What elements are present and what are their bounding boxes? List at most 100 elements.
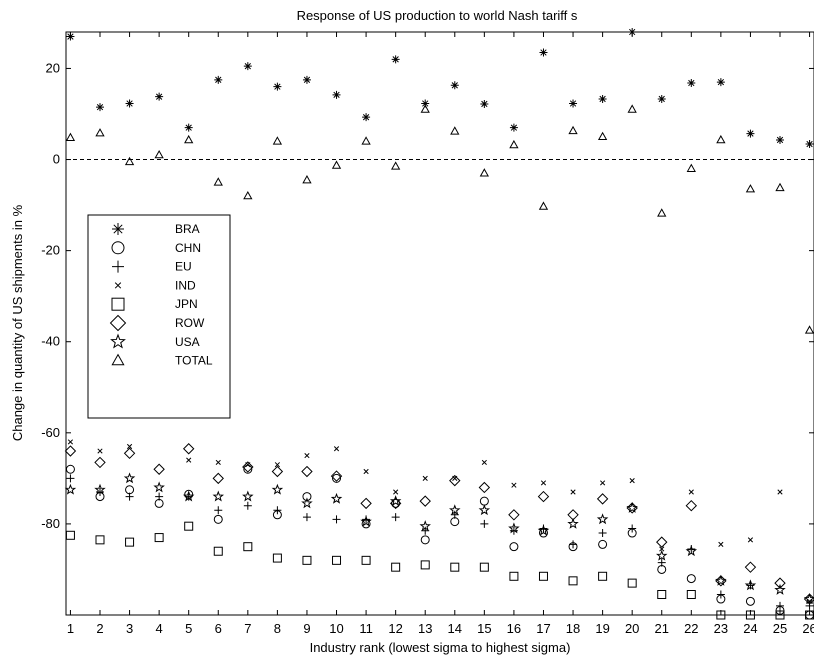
point-chn	[420, 535, 430, 545]
point-jpn	[302, 555, 312, 565]
point-usa	[389, 495, 402, 507]
point-chn	[65, 464, 75, 474]
point-row	[537, 490, 550, 503]
x-tick-label: 9	[303, 621, 310, 636]
point-ind	[747, 537, 754, 543]
point-bra	[273, 82, 282, 91]
point-jpn	[657, 590, 667, 600]
point-ind	[422, 475, 428, 481]
point-ind	[511, 482, 517, 488]
legend-label: CHN	[175, 241, 201, 255]
point-ind	[659, 546, 665, 552]
point-bra	[66, 32, 75, 41]
point-ind	[215, 459, 221, 466]
legend-item-ind: IND	[114, 278, 196, 292]
point-bra	[96, 103, 104, 112]
point-row	[685, 499, 698, 512]
point-row	[330, 470, 343, 482]
point-eu	[125, 492, 134, 501]
point-chn	[450, 517, 460, 527]
point-bra	[598, 94, 607, 103]
point-total	[804, 325, 814, 334]
point-total	[538, 201, 549, 210]
y-tick-label: -20	[41, 243, 60, 258]
point-jpn	[184, 521, 194, 531]
point-row	[389, 497, 402, 510]
point-chn	[332, 473, 342, 483]
point-jpn	[538, 571, 548, 581]
point-ind	[688, 489, 694, 495]
point-eu	[657, 558, 666, 567]
point-usa	[123, 472, 136, 484]
point-ind	[481, 459, 487, 466]
point-total	[243, 190, 253, 200]
point-jpn	[450, 562, 460, 572]
point-chn	[686, 574, 696, 584]
series-eu	[66, 474, 814, 610]
point-usa	[744, 579, 757, 591]
chart-title: Response of US production to world Nash …	[297, 8, 578, 23]
legend-marker-total	[111, 353, 125, 366]
point-bra	[805, 140, 814, 149]
point-total	[509, 139, 519, 149]
point-ind	[393, 489, 399, 495]
legend-item-row: ROW	[109, 314, 205, 332]
point-ind	[570, 489, 576, 495]
point-usa	[715, 574, 727, 586]
point-eu	[805, 601, 814, 610]
point-eu	[391, 513, 400, 522]
point-usa	[330, 492, 343, 504]
point-total	[716, 134, 726, 144]
point-jpn	[716, 610, 726, 620]
x-tick-label: 6	[215, 621, 222, 636]
x-tick-label: 1	[67, 621, 74, 636]
x-tick-label: 22	[684, 621, 698, 636]
point-usa	[212, 490, 225, 502]
x-tick-label: 4	[156, 621, 163, 636]
point-bra	[716, 78, 725, 87]
point-jpn	[686, 590, 696, 600]
legend-marker-usa	[110, 333, 126, 349]
series-jpn	[65, 521, 814, 620]
point-usa	[94, 483, 106, 495]
x-tick-label: 16	[507, 621, 521, 636]
point-jpn	[598, 571, 608, 581]
point-row	[153, 463, 165, 475]
point-total	[65, 132, 76, 141]
point-bra	[480, 99, 489, 108]
point-bra	[569, 99, 578, 108]
point-bra	[332, 90, 341, 99]
point-chn	[657, 564, 667, 574]
point-total	[450, 126, 460, 135]
point-usa	[419, 520, 431, 532]
legend-marker-ind	[114, 282, 122, 289]
point-total	[657, 208, 667, 217]
point-eu	[776, 601, 784, 610]
point-total	[597, 131, 608, 141]
point-bra	[362, 113, 371, 122]
legend-item-bra: BRA	[112, 222, 200, 236]
point-eu	[480, 519, 489, 528]
point-usa	[685, 545, 698, 557]
y-tick-label: 20	[46, 60, 60, 75]
point-total	[420, 104, 430, 113]
point-row	[360, 497, 372, 510]
x-tick-label: 13	[418, 621, 432, 636]
point-usa	[537, 524, 550, 536]
x-tick-label: 10	[329, 621, 343, 636]
point-jpn	[391, 562, 401, 572]
series-usa	[64, 472, 814, 604]
point-row	[596, 493, 609, 505]
point-chn	[598, 539, 608, 549]
point-eu	[243, 501, 252, 510]
point-jpn	[479, 562, 489, 572]
point-jpn	[272, 553, 282, 563]
x-tick-label: 25	[773, 621, 787, 636]
point-row	[508, 509, 520, 521]
point-total	[213, 177, 223, 186]
point-jpn	[627, 578, 637, 588]
point-row	[744, 561, 757, 573]
point-row	[478, 481, 491, 494]
point-row	[271, 465, 284, 478]
point-chn	[302, 492, 312, 502]
